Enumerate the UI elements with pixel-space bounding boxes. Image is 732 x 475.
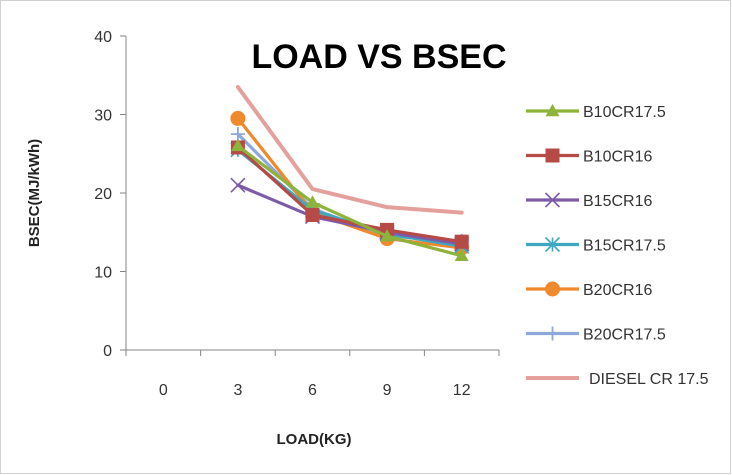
series-b10cr17-5 bbox=[230, 138, 469, 262]
legend-item: B10CR17.5 bbox=[526, 104, 666, 121]
data-point-marker bbox=[454, 248, 469, 262]
marker-stroke bbox=[544, 192, 561, 208]
data-point-marker bbox=[305, 207, 320, 222]
series-layer bbox=[230, 85, 470, 262]
axes-layer: 0 10 20 30 40 0 3 6 9 12 bbox=[94, 29, 500, 399]
data-point-marker bbox=[230, 110, 246, 126]
series-b20cr16 bbox=[230, 110, 470, 256]
series-line bbox=[235, 85, 464, 215]
data-point-marker bbox=[305, 195, 320, 208]
legend-swatch-marker bbox=[545, 104, 560, 117]
legend-item: B20CR16 bbox=[526, 281, 652, 299]
legend-label: B20CR17.5 bbox=[583, 327, 666, 344]
chart-title: LOAD VS BSEC bbox=[251, 38, 506, 76]
series-line bbox=[236, 116, 464, 250]
legend-item: B20CR17.5 bbox=[526, 326, 666, 344]
legend-item: DIESEL CR 17.5 bbox=[526, 371, 709, 388]
data-point-marker bbox=[230, 138, 245, 152]
x-tick-label: 3 bbox=[233, 382, 242, 399]
data-point-marker bbox=[230, 177, 246, 193]
y-tick-label: 0 bbox=[103, 343, 112, 360]
legend-swatch-marker bbox=[544, 192, 561, 208]
legend-item: B15CR17.5 bbox=[526, 236, 666, 255]
data-point-marker bbox=[380, 229, 395, 242]
data-point-marker bbox=[454, 234, 469, 249]
legend-swatch-marker bbox=[545, 326, 560, 341]
x-tick-label: 0 bbox=[159, 382, 168, 399]
legend-swatch-marker bbox=[545, 281, 560, 297]
legend-swatch-marker bbox=[544, 236, 561, 253]
y-tick-label: 30 bbox=[94, 108, 112, 125]
series-line bbox=[236, 145, 464, 244]
y-axis-title: BSEC(MJ/kWh) bbox=[26, 139, 43, 247]
series-line bbox=[236, 144, 464, 258]
legend-label: DIESEL CR 17.5 bbox=[589, 371, 709, 388]
x-tick-label: 6 bbox=[308, 382, 317, 399]
legend-swatch-marker bbox=[545, 148, 560, 163]
x-tick-label: 12 bbox=[453, 382, 471, 399]
legend-label: B15CR17.5 bbox=[583, 238, 666, 255]
legend-label: B10CR16 bbox=[583, 149, 652, 166]
x-axis-title: LOAD(KG) bbox=[277, 431, 352, 448]
y-tick-label: 40 bbox=[94, 29, 112, 46]
series-b20cr17-5 bbox=[230, 127, 469, 248]
legend: B10CR17.5 B10CR16 B15CR16 B15CR17.5 B20CR16 B… bbox=[526, 104, 709, 388]
data-point-marker bbox=[230, 127, 245, 142]
x-tick-label: 9 bbox=[383, 382, 392, 399]
legend-label: B10CR17.5 bbox=[583, 104, 666, 121]
series-line bbox=[236, 183, 464, 246]
legend-label: B15CR16 bbox=[583, 193, 652, 210]
legend-label: B20CR16 bbox=[583, 282, 652, 299]
y-tick-label: 10 bbox=[94, 265, 112, 282]
legend-item: B10CR16 bbox=[526, 148, 652, 166]
series-diesel-cr-17-5 bbox=[235, 85, 464, 215]
marker-stroke bbox=[230, 177, 246, 193]
series-b15cr16 bbox=[230, 177, 470, 252]
y-tick-label: 20 bbox=[94, 186, 112, 203]
legend-item: B15CR16 bbox=[526, 192, 652, 210]
